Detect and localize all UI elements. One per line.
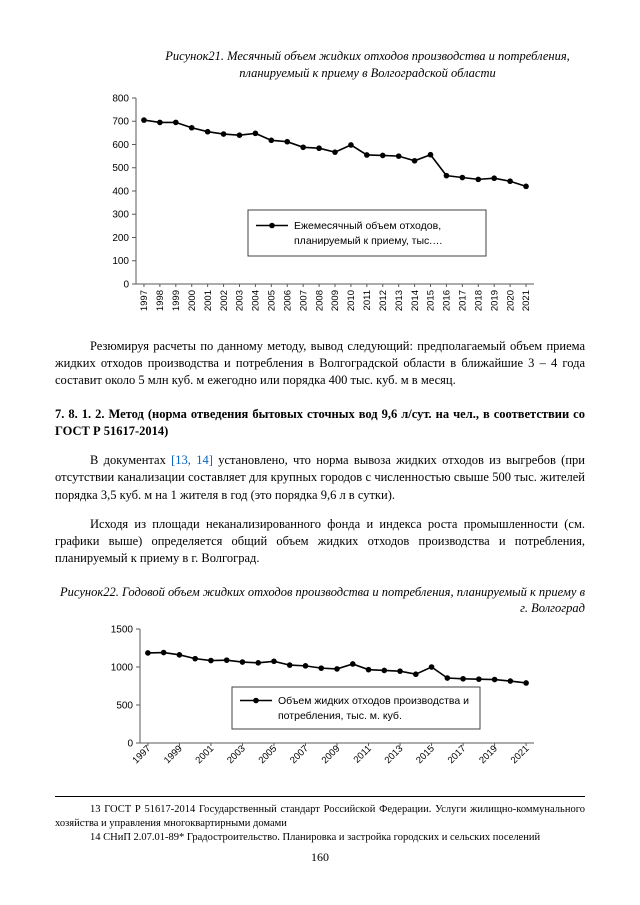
svg-text:2007: 2007 xyxy=(288,744,311,767)
svg-text:1998: 1998 xyxy=(155,290,166,311)
svg-text:2020: 2020 xyxy=(505,290,516,311)
footnote-13: 13 ГОСТ Р 51617-2014 Государственный ста… xyxy=(55,804,585,830)
paragraph-summary: Резюмируя расчеты по данному методу, выв… xyxy=(55,338,585,388)
svg-text:2019: 2019 xyxy=(477,744,500,767)
svg-text:2009: 2009 xyxy=(320,744,343,767)
svg-text:планируемый к приему, тыс.…: планируемый к приему, тыс.… xyxy=(294,235,443,247)
svg-text:2003: 2003 xyxy=(225,744,248,767)
svg-text:Ежемесячный объем отходов,: Ежемесячный объем отходов, xyxy=(294,220,441,232)
svg-text:2012: 2012 xyxy=(378,290,389,311)
paragraph-method: В документах [13, 14] установлено, что н… xyxy=(55,452,585,504)
svg-text:300: 300 xyxy=(112,209,129,220)
svg-text:0: 0 xyxy=(127,739,133,750)
svg-text:2010: 2010 xyxy=(346,290,357,311)
svg-text:2015: 2015 xyxy=(426,290,437,311)
svg-text:2000: 2000 xyxy=(187,290,198,311)
svg-text:2014: 2014 xyxy=(410,290,421,311)
svg-text:2017: 2017 xyxy=(458,290,469,311)
svg-text:0: 0 xyxy=(123,279,129,290)
svg-text:1000: 1000 xyxy=(111,663,134,674)
svg-text:1500: 1500 xyxy=(111,625,134,636)
svg-text:700: 700 xyxy=(112,116,129,127)
svg-text:Объем жидких отходов производс: Объем жидких отходов производства и xyxy=(278,695,469,707)
page-number: 160 xyxy=(311,850,329,864)
svg-text:2016: 2016 xyxy=(442,290,453,311)
svg-text:2007: 2007 xyxy=(298,290,309,311)
svg-text:2002: 2002 xyxy=(219,290,230,311)
svg-text:200: 200 xyxy=(112,233,129,244)
footnotes-section: 13 ГОСТ Р 51617-2014 Государственный ста… xyxy=(55,796,585,846)
svg-text:2005: 2005 xyxy=(257,744,280,767)
svg-text:2011: 2011 xyxy=(362,290,373,310)
paragraph-conclusion: Исходя из площади неканализированного фо… xyxy=(55,516,585,566)
svg-text:1997: 1997 xyxy=(130,744,153,767)
svg-text:400: 400 xyxy=(112,186,129,197)
svg-text:потребления, тыс. м. куб.: потребления, тыс. м. куб. xyxy=(278,710,402,722)
figure22-chart-area: 0 500 1000 1500 1997 1999 2001 2003 2005 2007 2009… xyxy=(55,623,585,775)
svg-text:2013: 2013 xyxy=(383,744,406,767)
svg-text:2019: 2019 xyxy=(489,290,500,311)
svg-text:2001: 2001 xyxy=(203,290,214,311)
svg-text:2017: 2017 xyxy=(446,744,469,767)
svg-text:2021: 2021 xyxy=(509,744,532,767)
svg-text:2008: 2008 xyxy=(314,290,325,311)
svg-text:2011: 2011 xyxy=(352,744,374,766)
svg-text:2005: 2005 xyxy=(267,290,278,311)
svg-text:2018: 2018 xyxy=(473,290,484,311)
paragraph-method-text-end: установлено, что норма вывоза жидких отх… xyxy=(55,453,585,502)
svg-text:2001: 2001 xyxy=(194,744,217,767)
svg-text:500: 500 xyxy=(116,701,133,712)
figure21-caption: Рисунок21. Месячный объем жидких отходов… xyxy=(165,49,570,80)
svg-text:2003: 2003 xyxy=(235,290,246,311)
figure22-line-chart: 0 500 1000 1500 1997 1999 2001 2003 2005 2007 2009… xyxy=(111,625,534,767)
section-heading: 7. 8. 1. 2. Метод (норма отведения бытов… xyxy=(55,406,585,438)
footnote-14: 14 СНиП 2.07.01-89* Градостроительство. … xyxy=(90,832,541,844)
svg-text:2013: 2013 xyxy=(394,290,405,311)
svg-text:1997: 1997 xyxy=(139,290,150,311)
figure22-caption: Рисунок22. Годовой объем жидких отходов … xyxy=(60,584,585,616)
svg-text:1999: 1999 xyxy=(171,290,182,311)
svg-text:2021: 2021 xyxy=(521,290,532,311)
svg-text:2015: 2015 xyxy=(414,744,437,767)
figure21-chart-area: 0 100 200 300 400 500 600 700 800 1997 1998 1999 200… xyxy=(55,90,585,326)
svg-text:1999: 1999 xyxy=(162,744,185,767)
svg-text:100: 100 xyxy=(112,256,129,267)
svg-text:500: 500 xyxy=(112,163,129,174)
paragraph-method-text-start: В документах xyxy=(90,453,172,467)
svg-text:2006: 2006 xyxy=(282,290,293,311)
svg-text:2004: 2004 xyxy=(251,290,262,311)
svg-text:600: 600 xyxy=(112,140,129,151)
svg-text:800: 800 xyxy=(112,93,129,104)
figure21-line-chart: 0 100 200 300 400 500 600 700 800 1997 1998 1999 200… xyxy=(112,93,534,311)
svg-text:2009: 2009 xyxy=(330,290,341,311)
citation-link-13-14[interactable]: [13, 14] xyxy=(171,453,213,467)
